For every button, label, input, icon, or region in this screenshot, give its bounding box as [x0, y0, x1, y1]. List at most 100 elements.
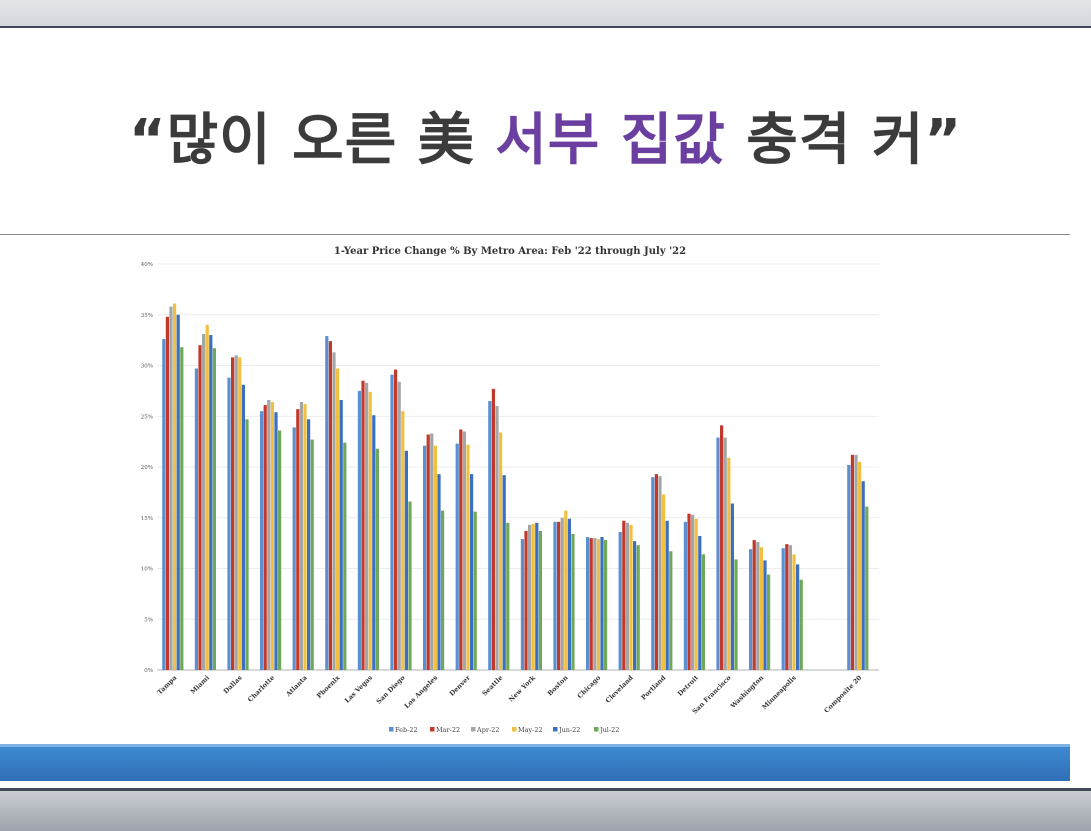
bar [390, 374, 394, 670]
bar [658, 476, 662, 670]
bar [850, 454, 854, 670]
bar [654, 474, 658, 670]
chart-title: 1-Year Price Change % By Metro Area: Feb… [333, 246, 687, 257]
headline: “많이 오른 美 서부 집값 충격 커” [0, 95, 1091, 176]
bar [858, 461, 862, 670]
x-tick-label: Charlotte [246, 674, 276, 704]
legend-label: Jul-22 [599, 726, 619, 734]
bar [231, 357, 235, 670]
bar [296, 409, 300, 670]
bar [176, 314, 180, 670]
y-tick-label: 20% [141, 465, 153, 471]
bar [520, 539, 524, 670]
bar [495, 406, 499, 670]
divider [0, 234, 1070, 235]
bar-chart: 0% 5% 10% 15% 20% 25% 30% 35% 40% Tampa Miami Dalla… [141, 262, 879, 734]
bar [499, 432, 503, 670]
bar [847, 464, 851, 670]
bar [343, 442, 347, 670]
bar [557, 521, 561, 670]
bar [238, 357, 242, 670]
bar [245, 419, 249, 670]
legend-swatch [553, 727, 558, 732]
bar [730, 503, 734, 670]
x-tick-label: Tampa [156, 673, 179, 696]
window-top-bar [0, 0, 1091, 28]
bar [165, 316, 169, 670]
bar [180, 347, 184, 670]
legend-swatch [594, 727, 599, 732]
x-tick-label: Dallas [222, 674, 244, 696]
bar [571, 533, 575, 670]
bar [397, 381, 401, 670]
y-tick-label: 0% [144, 668, 153, 674]
bar [792, 554, 796, 670]
x-tick-label: Phoenix [315, 674, 341, 700]
bar [202, 334, 206, 670]
bar [162, 339, 166, 670]
x-tick-label: Los Angeles [403, 674, 440, 711]
bar [781, 548, 785, 670]
bar [205, 324, 209, 670]
x-tick-label: Denver [448, 673, 472, 697]
bar [470, 474, 474, 670]
bar [531, 523, 535, 670]
footer-band [0, 744, 1070, 781]
bar [408, 501, 412, 670]
x-tick-label: Composite 20 [823, 673, 864, 714]
x-tick-label: Atlanta [284, 673, 310, 699]
x-tick-label: Chicago [576, 673, 603, 700]
x-tick-label: Detroit [676, 674, 700, 698]
bar [698, 536, 702, 670]
bar [651, 477, 655, 670]
bar [194, 368, 198, 670]
bar [310, 439, 314, 670]
bar [404, 450, 408, 670]
legend-swatch [430, 727, 435, 732]
bar [328, 341, 332, 670]
bar [553, 521, 557, 670]
bar [593, 538, 597, 670]
x-tick-label: Portland [640, 673, 668, 701]
bar [865, 506, 869, 670]
bar [861, 481, 865, 670]
bar [564, 510, 568, 670]
bar [799, 579, 803, 670]
bar [636, 545, 640, 670]
bar [720, 425, 724, 670]
bar [433, 445, 437, 670]
bar [303, 404, 307, 670]
headline-part1: 많이 오른 美 [166, 108, 496, 173]
bar [270, 402, 274, 670]
bar [209, 335, 213, 670]
bar [198, 345, 202, 670]
bar [426, 434, 430, 670]
headline-accent: 서부 집값 [495, 108, 726, 173]
bar [488, 401, 492, 670]
y-tick-label: 40% [141, 262, 153, 268]
bar [466, 444, 470, 670]
bar [227, 377, 231, 670]
bar [535, 522, 539, 670]
bar [441, 510, 445, 670]
headline-close-quote: ” [924, 108, 963, 173]
bar [430, 433, 434, 670]
bar [665, 520, 669, 670]
bar [756, 542, 760, 670]
bar [683, 521, 687, 670]
bar [423, 445, 427, 670]
bar [459, 429, 463, 670]
legend-label: Jun-22 [558, 726, 580, 734]
legend-swatch [389, 727, 394, 732]
bar [212, 348, 216, 670]
bar [567, 518, 571, 670]
bar [361, 380, 365, 670]
legend-swatch [512, 727, 517, 732]
bar [524, 530, 528, 670]
bar [788, 545, 792, 670]
bar [278, 430, 282, 670]
headline-part2: 충격 커 [725, 108, 925, 173]
bar [691, 514, 695, 670]
bar [586, 537, 590, 670]
bar [332, 352, 336, 670]
